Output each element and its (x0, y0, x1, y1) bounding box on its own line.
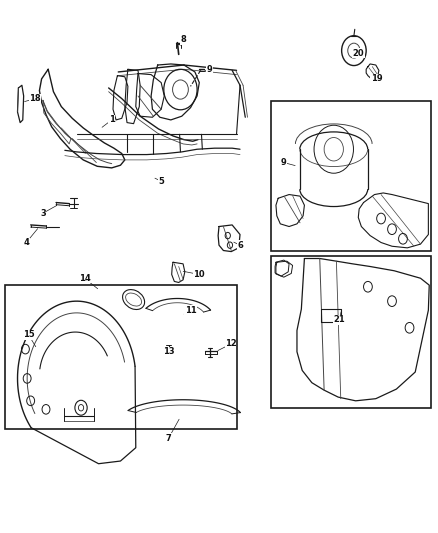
Text: 13: 13 (163, 348, 174, 356)
Text: 5: 5 (158, 177, 164, 185)
Text: 11: 11 (185, 306, 196, 314)
Text: 8: 8 (180, 36, 186, 44)
Text: 10: 10 (194, 270, 205, 279)
Text: 6: 6 (237, 241, 243, 249)
Text: 14: 14 (79, 274, 90, 282)
Text: 15: 15 (23, 330, 34, 339)
Bar (5, 285, 237, 429)
Text: 1: 1 (109, 116, 115, 124)
Text: 9: 9 (206, 65, 212, 74)
Text: 20: 20 (353, 49, 364, 58)
Text: 9: 9 (281, 158, 287, 167)
Text: 12: 12 (226, 340, 237, 348)
Bar (271, 256, 431, 408)
Text: 18: 18 (29, 94, 41, 103)
Bar (271, 101, 431, 251)
Text: 19: 19 (371, 75, 382, 83)
Text: 7: 7 (166, 434, 172, 442)
Text: 3: 3 (40, 209, 46, 217)
Text: 4: 4 (23, 238, 29, 247)
Text: 21: 21 (334, 316, 345, 324)
